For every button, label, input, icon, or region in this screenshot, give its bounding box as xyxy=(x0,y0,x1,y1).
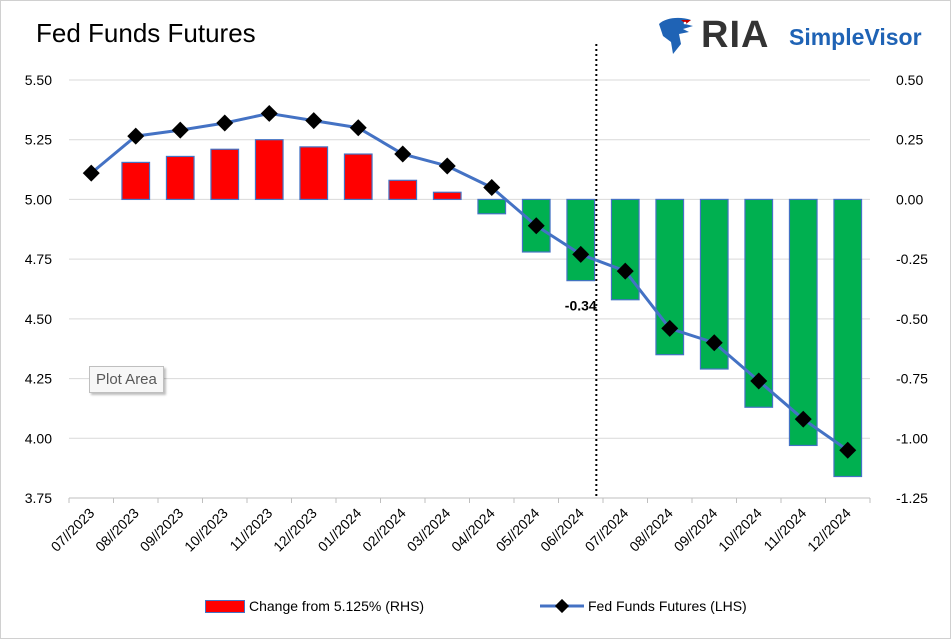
logo-brand-text: RIA xyxy=(701,14,770,56)
line-marker xyxy=(171,121,189,139)
bar xyxy=(833,198,863,478)
line-marker xyxy=(661,319,679,337)
x-tick-label: 06//2024 xyxy=(537,505,587,555)
x-tick-label: 09//2024 xyxy=(671,505,721,555)
line-marker xyxy=(572,245,590,263)
x-tick-label: 02//2024 xyxy=(359,505,409,555)
legend-bar-swatch xyxy=(205,599,245,613)
bar xyxy=(388,179,418,201)
x-tick-label: 10//2024 xyxy=(715,505,765,555)
line-marker xyxy=(794,410,812,428)
x-tick-label: 09//2023 xyxy=(137,505,187,555)
line-marker xyxy=(349,119,367,137)
x-tick-label: 05//2024 xyxy=(493,505,543,555)
legend-item-line[interactable]: Fed Funds Futures (LHS) xyxy=(540,598,747,614)
line-marker xyxy=(483,179,501,196)
line-marker xyxy=(305,112,323,130)
y-left-tick-label: 5.50 xyxy=(25,72,52,88)
line-marker xyxy=(839,441,857,459)
x-tick-label: 04//2024 xyxy=(448,505,498,555)
y-right-tick-label: 0.25 xyxy=(896,132,923,148)
plot-area-tooltip: Plot Area xyxy=(89,366,164,393)
x-tick-label: 10//2023 xyxy=(181,505,231,555)
x-tick-label: 12//2024 xyxy=(804,505,854,555)
series-line xyxy=(90,111,849,452)
bar xyxy=(121,161,151,201)
line-marker xyxy=(127,127,145,145)
y-left-tick-label: 4.00 xyxy=(25,430,52,446)
x-tick-label: 11//2023 xyxy=(226,505,275,554)
y-right-tick-label: 0.00 xyxy=(896,191,923,207)
y-left-tick-label: 3.75 xyxy=(25,490,52,506)
bar xyxy=(477,198,507,215)
bar xyxy=(254,139,284,201)
x-tick-label: 11//2024 xyxy=(760,505,809,554)
line-marker xyxy=(260,104,278,122)
chart-plot[interactable]: 5.50 5.25 5.00 4.75 4.50 4.25 4.00 3.75 0.50 0.2… xyxy=(0,0,951,600)
line-marker xyxy=(394,145,412,163)
bar xyxy=(165,155,195,201)
bar xyxy=(343,153,373,201)
line-marker xyxy=(438,157,456,175)
legend-line-label: Fed Funds Futures (LHS) xyxy=(588,598,747,614)
y-right-tick-label: -0.50 xyxy=(896,311,928,327)
y-axis-right: 0.50 0.25 0.00 -0.25 -0.50 -0.75 -1.00 -1.25 xyxy=(896,72,928,506)
legend-line-swatch xyxy=(540,599,584,613)
y-left-tick-label: 4.75 xyxy=(25,251,52,267)
y-left-tick-label: 4.25 xyxy=(25,371,52,387)
y-right-tick-label: -1.25 xyxy=(896,490,928,506)
x-tick-label: 08//2024 xyxy=(626,505,676,555)
line-marker xyxy=(216,114,234,132)
y-left-tick-label: 5.25 xyxy=(25,132,52,148)
chart-title: Fed Funds Futures xyxy=(36,18,256,48)
x-axis: 07//202308//202309//202310//202311//2023… xyxy=(48,497,871,555)
x-tick-label: 03//2024 xyxy=(404,505,454,555)
bar xyxy=(210,148,240,201)
line-marker xyxy=(705,334,723,352)
x-tick-label: 01//2024 xyxy=(315,505,365,555)
eagle-icon xyxy=(659,17,693,54)
line-marker xyxy=(750,372,768,390)
y-right-tick-label: 0.50 xyxy=(896,72,923,88)
bar xyxy=(566,198,596,282)
x-tick-label: 07//2023 xyxy=(48,505,98,555)
line-marker xyxy=(527,217,545,235)
bar xyxy=(432,191,462,201)
y-left-tick-label: 5.00 xyxy=(25,191,52,207)
x-tick-label: 08//2023 xyxy=(92,505,142,555)
line-marker xyxy=(616,262,634,280)
y-axis-left: 5.50 5.25 5.00 4.75 4.50 4.25 4.00 3.75 xyxy=(25,72,52,506)
bar xyxy=(299,146,329,201)
legend-item-bars[interactable]: Change from 5.125% (RHS) xyxy=(205,598,424,614)
y-right-tick-label: -1.00 xyxy=(896,430,928,446)
x-tick-label: 07//2024 xyxy=(582,505,632,555)
y-left-tick-label: 4.50 xyxy=(25,311,52,327)
annotation-label: -0.34 xyxy=(565,298,597,314)
ria-logo: RIA SimpleVisor xyxy=(655,12,925,60)
y-right-tick-label: -0.25 xyxy=(896,251,928,267)
bar xyxy=(788,198,818,447)
line-series xyxy=(82,104,857,459)
logo-product-text: SimpleVisor xyxy=(789,24,922,50)
y-right-tick-label: -0.75 xyxy=(896,371,928,387)
legend-bar-label: Change from 5.125% (RHS) xyxy=(249,598,425,614)
line-marker xyxy=(82,164,100,182)
x-tick-label: 12//2023 xyxy=(270,505,320,555)
legend: Change from 5.125% (RHS) Fed Funds Futur… xyxy=(0,598,951,622)
